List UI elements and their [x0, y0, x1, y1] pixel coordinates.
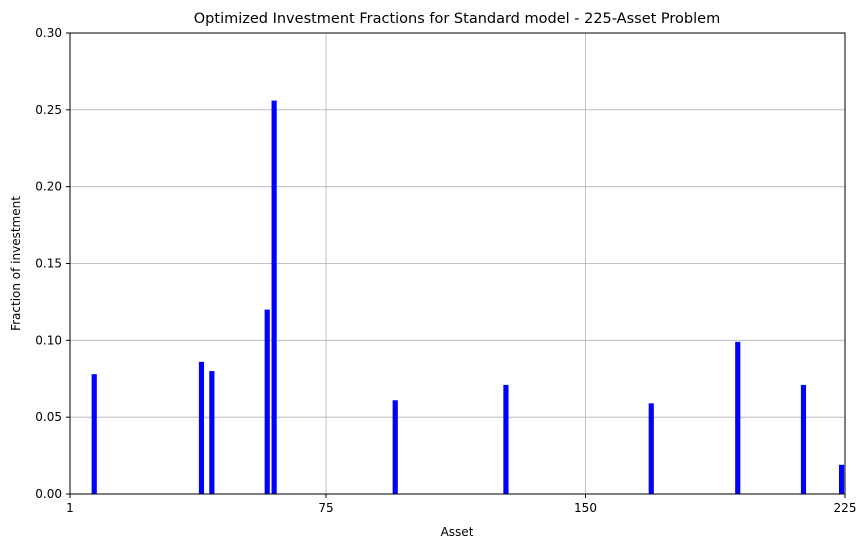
bar-asset-95	[392, 400, 398, 494]
bar-asset-127	[503, 384, 509, 494]
x-tick-label: 225	[834, 501, 857, 515]
y-tick-label: 0.15	[35, 257, 62, 271]
bars	[91, 100, 845, 494]
x-tick-label: 150	[574, 501, 597, 515]
y-tick-label: 0.25	[35, 103, 62, 117]
bar-asset-169	[648, 403, 654, 494]
y-axis-label: Fraction of investment	[9, 196, 23, 331]
y-tick-label: 0.10	[35, 333, 62, 347]
bar-asset-213	[800, 384, 807, 494]
bar-asset-8	[91, 374, 97, 494]
x-tick-label: 75	[318, 501, 333, 515]
grid-lines	[69, 32, 846, 495]
y-tick-label: 0.30	[35, 26, 62, 40]
y-tick-label: 0.20	[35, 180, 62, 194]
y-axis-ticks: 0.00 0.05 0.10 0.15 0.20 0.25 0.30	[35, 26, 70, 501]
bar-asset-224	[838, 464, 845, 494]
bar-asset-42	[209, 371, 215, 494]
x-axis-label: Asset	[441, 525, 474, 539]
x-axis-ticks: 1 75 150 225	[66, 494, 856, 515]
x-tick-label: 1	[66, 501, 74, 515]
bar-asset-39	[198, 361, 205, 494]
chart-title: Optimized Investment Fractions for Stand…	[194, 11, 720, 27]
y-tick-label: 0.00	[35, 487, 62, 501]
y-tick-label: 0.05	[35, 410, 62, 424]
bar-asset-194	[735, 341, 741, 494]
bar-asset-58	[264, 309, 270, 494]
bar-asset-60	[271, 100, 277, 494]
